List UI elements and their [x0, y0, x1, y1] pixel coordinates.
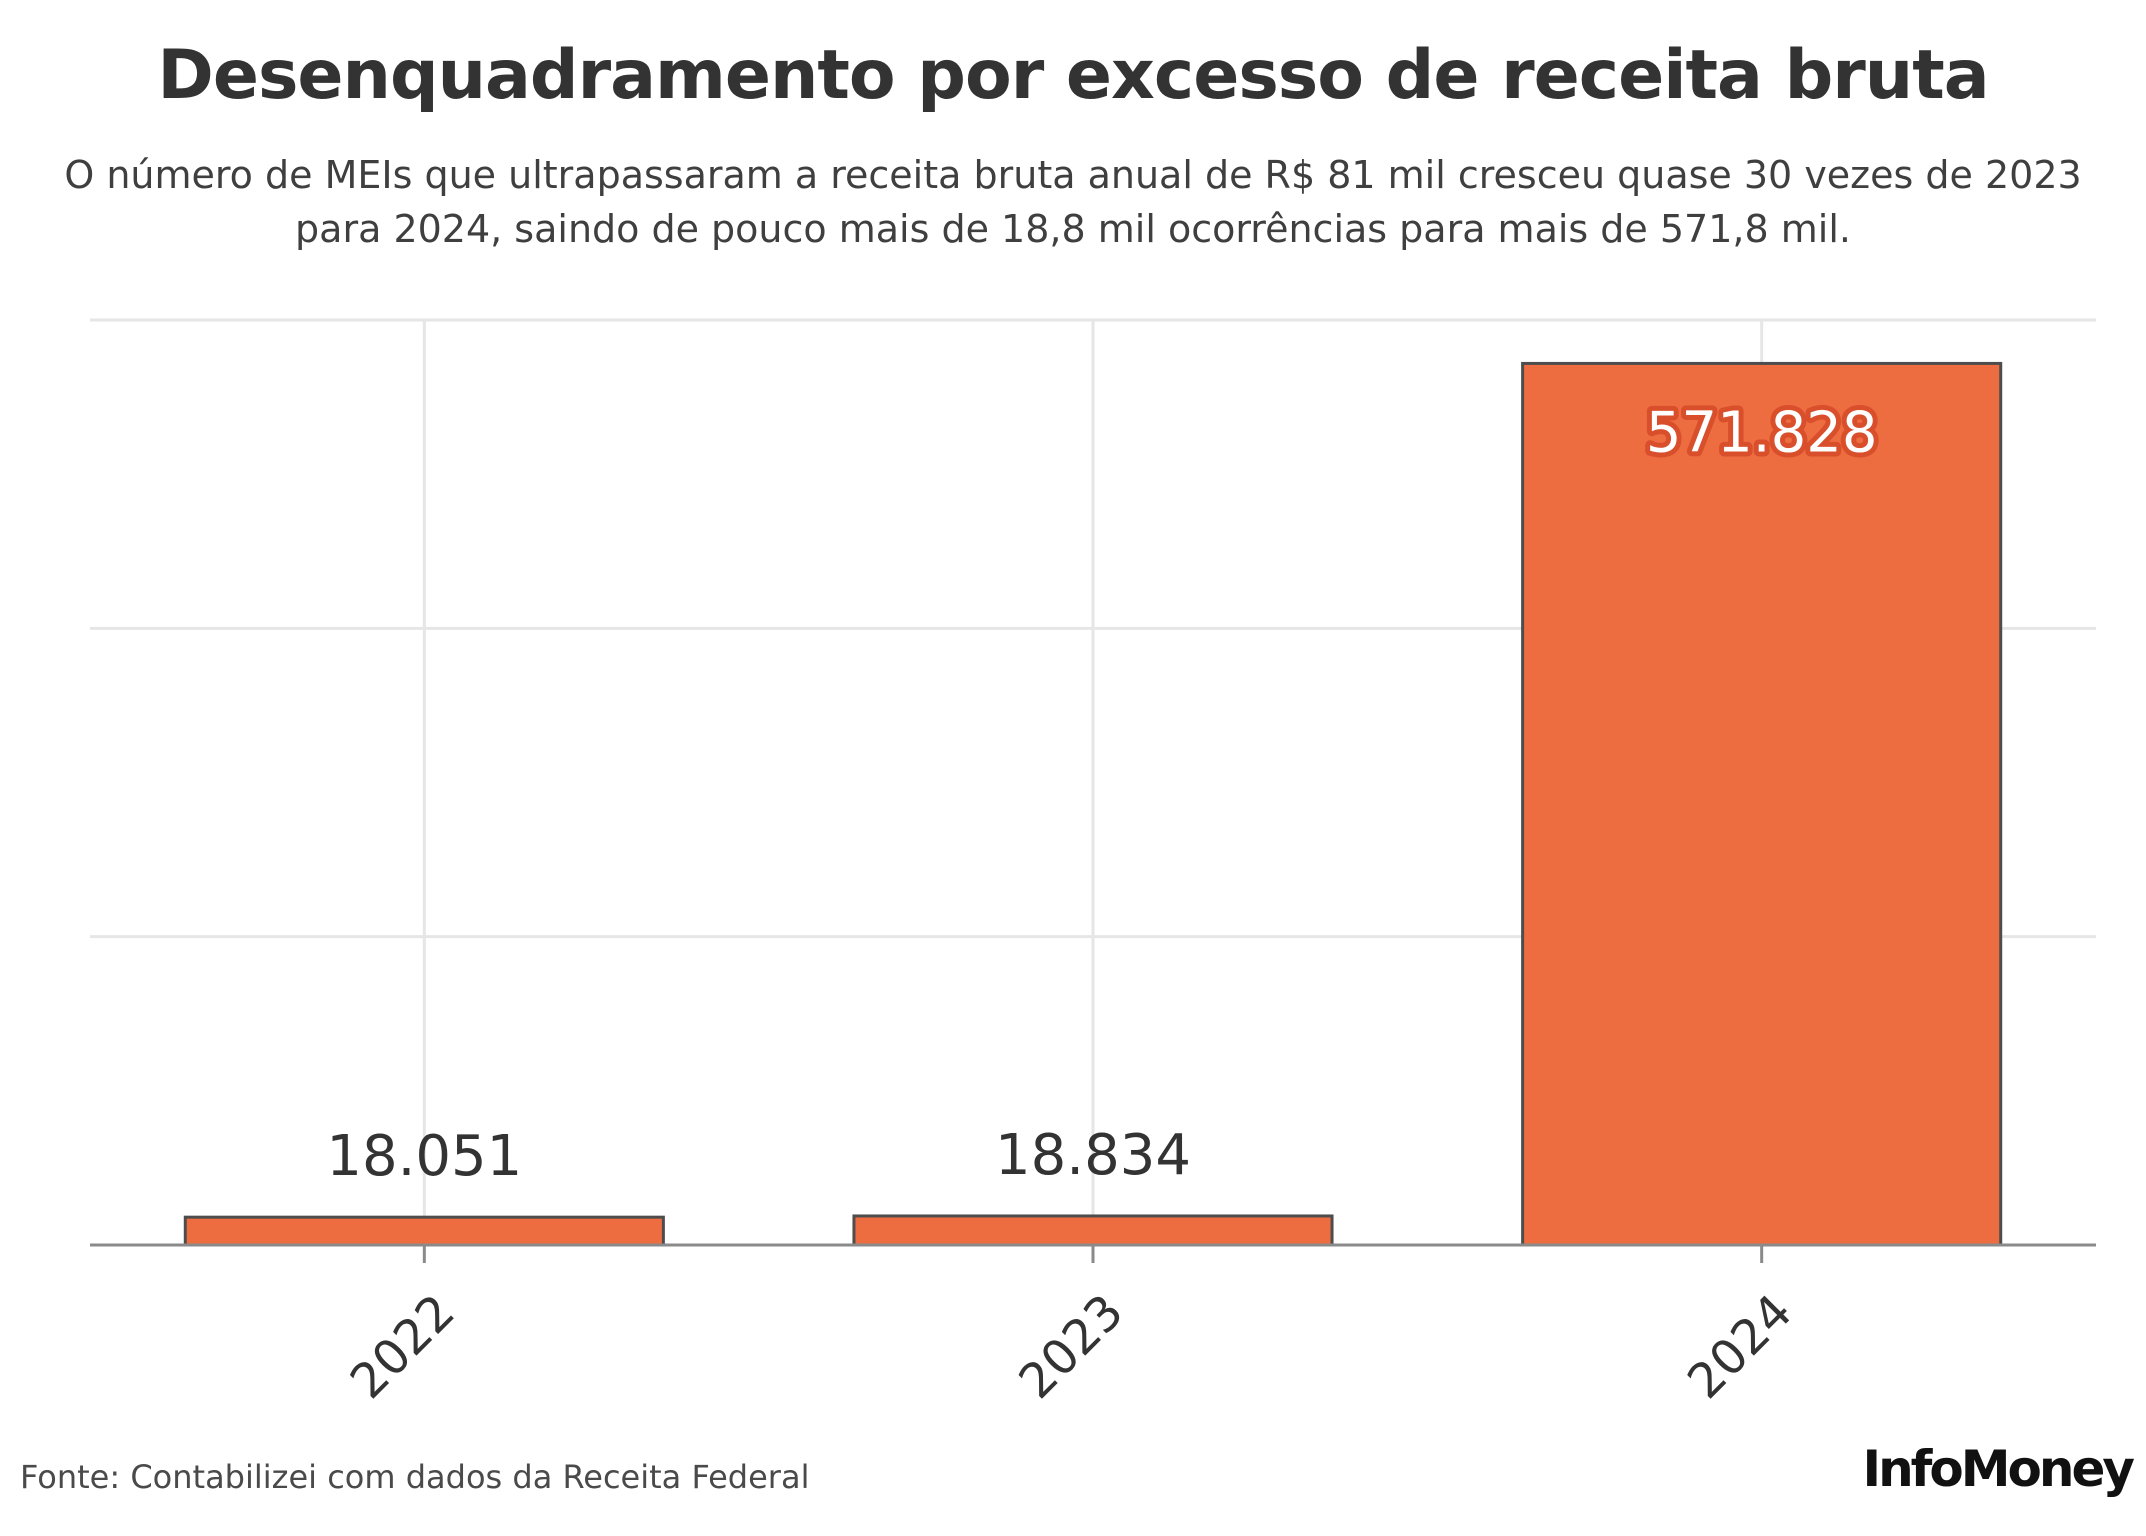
source-note: Fonte: Contabilizei com dados da Receita… [20, 1458, 810, 1496]
chart-subtitle-line-2: para 2024, saindo de pouco mais de 18,8 … [295, 207, 1851, 251]
bar-2023 [852, 1214, 1334, 1247]
chart-subtitle-line-1: O número de MEIs que ultrapassaram a rec… [64, 153, 2082, 197]
data-labels: 18.051 18.834 571.828 [326, 395, 1882, 1189]
bars [183, 361, 2003, 1247]
chart-title: Desenquadramento por excesso de receita … [157, 36, 1989, 115]
value-label-2023: 18.834 [995, 1123, 1191, 1188]
bar-2022 [183, 1215, 665, 1247]
value-label-2024: 571.828 [1646, 400, 1878, 465]
x-tick-label-2024: 2024 [1677, 1284, 1803, 1410]
chart-subtitle: O número de MEIs que ultrapassaram a rec… [50, 148, 2096, 256]
x-tick-label-2022: 2022 [340, 1284, 466, 1410]
x-axis: 2022 2023 2024 [90, 1243, 2096, 1410]
value-label-2022: 18.051 [326, 1124, 522, 1189]
x-tick-label-2023: 2023 [1008, 1284, 1134, 1410]
bar-2024 [1521, 361, 2003, 1247]
infomoney-logo: InfoMoney [1862, 1440, 2135, 1498]
